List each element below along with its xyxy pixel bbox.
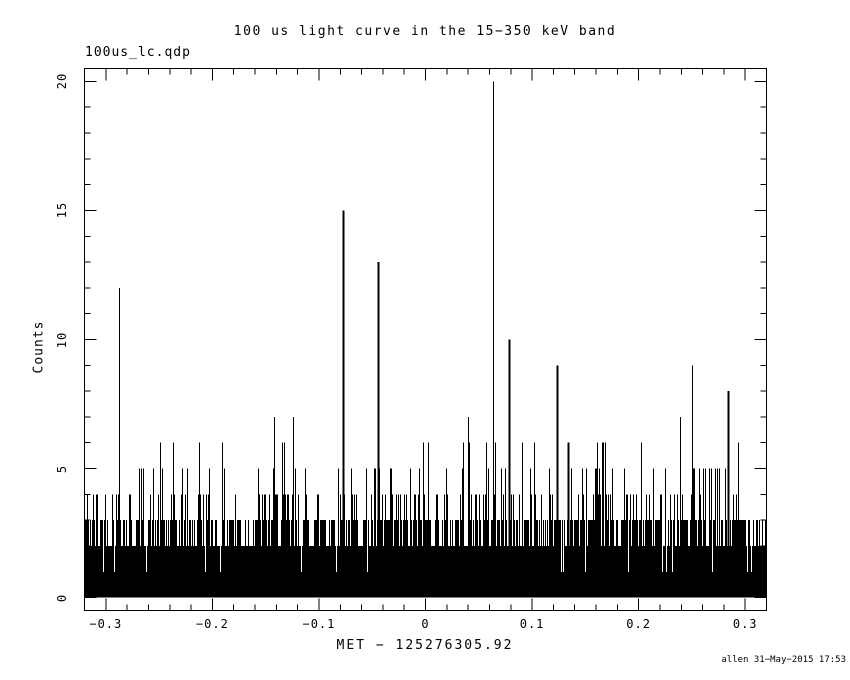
x-tick-label: 0	[421, 617, 430, 631]
file-label: 100us_lc.qdp	[85, 45, 191, 60]
y-tick-label: 10	[55, 331, 69, 348]
axis-ticks	[84, 68, 767, 611]
plot-title: 100 us light curve in the 15−350 keV ban…	[233, 24, 617, 39]
y-tick-label: 20	[55, 73, 69, 90]
timestamp: allen 31−May−2015 17:53	[721, 655, 846, 665]
x-tick-label: −0.1	[302, 617, 336, 631]
y-tick-label: 15	[55, 202, 69, 219]
x-tick-label: 0.1	[519, 617, 545, 631]
x-tick-label: 0.3	[732, 617, 758, 631]
x-axis-label: MET − 125276305.92	[336, 638, 514, 653]
light-curve-baseline	[85, 442, 767, 598]
y-tick-label: 0	[55, 593, 69, 602]
x-tick-label: −0.2	[195, 617, 229, 631]
y-tick-label: 5	[55, 464, 69, 473]
x-tick-label: −0.3	[89, 617, 123, 631]
x-tick-label: 0.2	[626, 617, 651, 631]
